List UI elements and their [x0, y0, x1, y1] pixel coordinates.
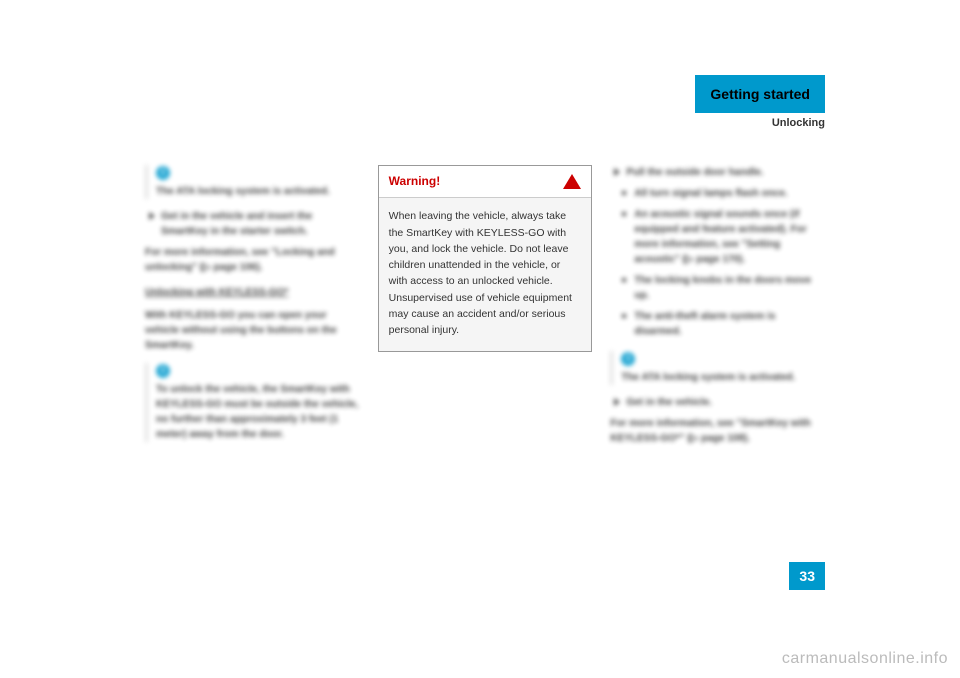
warning-body: When leaving the vehicle, always take th… — [379, 198, 592, 350]
info-icon: i — [621, 352, 635, 366]
step-text: Get in the vehicle. — [626, 395, 712, 410]
sub-text: The anti-theft alarm system is disarmed. — [634, 309, 825, 339]
info-note: i The ATA locking system is activated. — [145, 165, 360, 199]
step-text: Pull the outside door handle. — [626, 165, 763, 180]
sub-text: The locking knobs in the doors move up. — [634, 273, 825, 303]
page-number: 33 — [789, 562, 825, 590]
sub-bullet: All turn signal lamps flash once. — [610, 186, 825, 201]
page-subtitle: Unlocking — [772, 117, 825, 129]
square-icon — [622, 212, 626, 216]
triangle-icon — [614, 168, 620, 176]
watermark: carmanualsonline.info — [782, 650, 948, 668]
info-icon: i — [156, 166, 170, 180]
info-note: i To unlock the vehicle, the SmartKey wi… — [145, 363, 360, 442]
step-bullet: Get in the vehicle. — [610, 395, 825, 410]
sub-text: All turn signal lamps flash once. — [634, 186, 787, 201]
warning-box: Warning! When leaving the vehicle, alway… — [378, 165, 593, 352]
note-text: To unlock the vehicle, the SmartKey with… — [156, 382, 360, 442]
info-note: i The ATA locking system is activated. — [610, 351, 825, 385]
note-text: The ATA locking system is activated. — [156, 184, 360, 199]
square-icon — [622, 314, 626, 318]
section-tab: Getting started — [695, 75, 825, 113]
note-text: The ATA locking system is activated. — [621, 370, 825, 385]
subtitle-text: Unlocking — [772, 117, 825, 129]
warning-header: Warning! — [379, 166, 592, 198]
column-3: Pull the outside door handle. All turn s… — [610, 165, 825, 454]
triangle-icon — [614, 398, 620, 406]
sub-bullet: An acoustic signal sounds once (if equip… — [610, 207, 825, 267]
step-bullet: Get in the vehicle and insert the SmartK… — [145, 209, 360, 239]
column-2: Warning! When leaving the vehicle, alway… — [378, 165, 593, 454]
sub-bullet: The locking knobs in the doors move up. — [610, 273, 825, 303]
step-text: Get in the vehicle and insert the SmartK… — [161, 209, 360, 239]
manual-page: Getting started Unlocking i The ATA lock… — [145, 75, 825, 625]
square-icon — [622, 191, 626, 195]
section-title: Getting started — [710, 86, 810, 102]
info-icon: i — [156, 364, 170, 378]
warning-title: Warning! — [389, 173, 441, 190]
warning-triangle-icon — [563, 174, 581, 189]
square-icon — [622, 278, 626, 282]
triangle-icon — [149, 212, 155, 220]
subheading: Unlocking with KEYLESS-GO* — [145, 285, 360, 300]
step-bullet: Pull the outside door handle. — [610, 165, 825, 180]
sub-text: An acoustic signal sounds once (if equip… — [634, 207, 825, 267]
column-1: i The ATA locking system is activated. G… — [145, 165, 360, 454]
ref-text: For more information, see "Locking and u… — [145, 245, 360, 275]
content-columns: i The ATA locking system is activated. G… — [145, 165, 825, 454]
ref-text: For more information, see "SmartKey with… — [610, 416, 825, 446]
body-text: With KEYLESS-GO you can open your vehicl… — [145, 308, 360, 353]
sub-bullet: The anti-theft alarm system is disarmed. — [610, 309, 825, 339]
